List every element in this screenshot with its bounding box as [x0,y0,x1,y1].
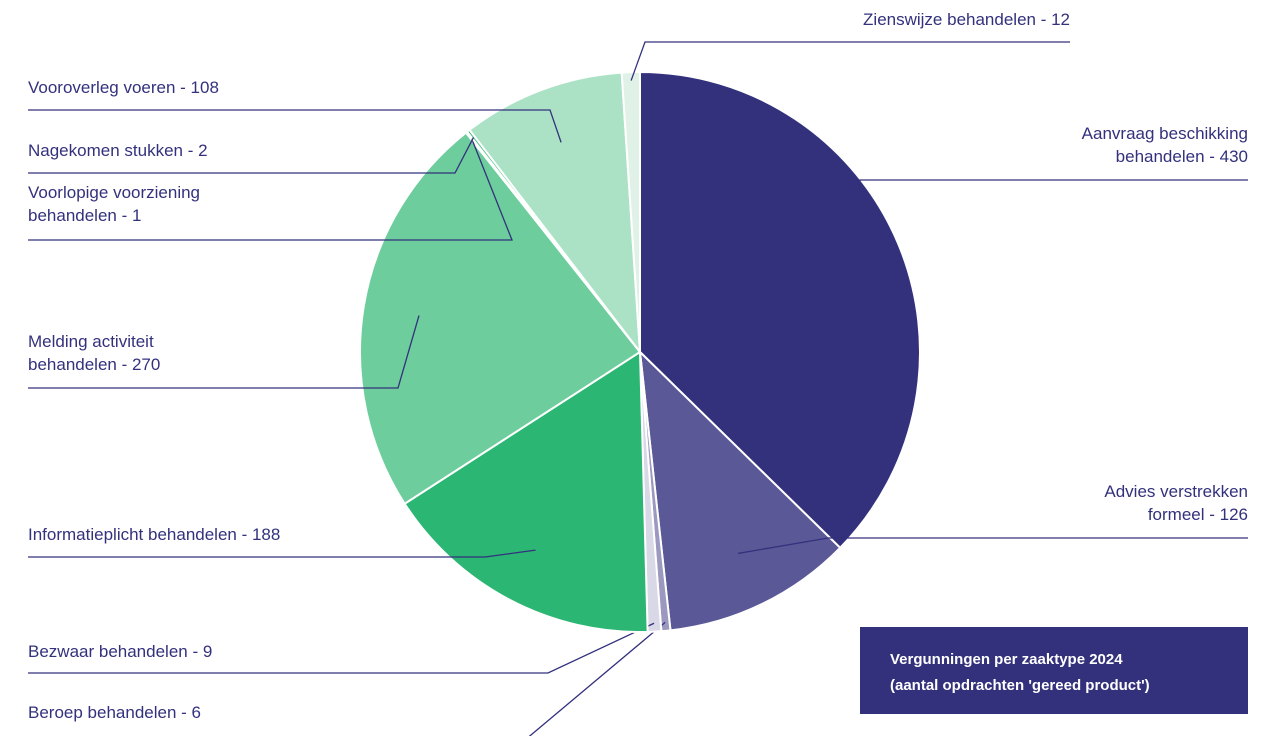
pie-slice [620,70,641,353]
slice-label: Vooroverleg voeren - 108 [28,78,219,97]
leader-line [737,537,1248,555]
leader-line [28,315,420,389]
pie-slice [359,131,642,506]
leader-line [28,138,513,241]
slice-label-line: behandelen - 1 [28,206,141,225]
slice-label-line: Aanvraag beschikking [1082,124,1248,143]
chart-title: Vergunningen per zaaktype 2024 [890,651,1123,668]
chart-subtitle: (aantal opdrachten 'gereed product') [890,677,1150,694]
leader-line [28,137,475,174]
slice-label: Nagekomen stukken - 2 [28,141,208,160]
slice-label-line: Informatieplicht behandelen - 188 [28,525,280,544]
pie-slice [638,349,842,632]
slice-label-line: Vooroverleg voeren - 108 [28,78,219,97]
slice-label-line: behandelen - 430 [1116,147,1248,166]
slice-label-line: Advies verstrekken [1104,482,1248,501]
slice-label-line: Nagekomen stukken - 2 [28,141,208,160]
slice-label: Aanvraag beschikking behandelen - 430 [1082,124,1248,166]
slice-label: Voorlopige voorziening behandelen - 1 [28,183,200,225]
slice-label-line: Zienswijze behandelen - 12 [863,10,1070,29]
leader-line [528,621,666,736]
slice-label-line: formeel - 126 [1148,505,1248,524]
slice-label-line: Beroep behandelen - 6 [28,703,201,722]
leader-line [28,109,562,143]
slice-label-line: behandelen - 270 [28,355,160,374]
pie-slice [468,71,642,356]
pie-slice [639,70,921,550]
leader-line [845,179,1248,266]
slice-label: Melding activiteit behandelen - 270 [28,332,160,374]
slice-label: Beroep behandelen - 6 [28,703,201,722]
leader-line [28,549,536,558]
slice-label-line: Bezwaar behandelen - 9 [28,642,212,661]
title-box [860,627,1248,714]
leader-line [28,622,655,674]
pie-slice [403,350,649,633]
leader-line [630,41,1070,81]
slice-label: Advies verstrekken formeel - 126 [1104,482,1248,524]
slice-label: Informatieplicht behandelen - 188 [28,525,280,544]
slice-label-line: Voorlopige voorziening [28,183,200,202]
slice-label: Zienswijze behandelen - 12 [863,10,1070,29]
slice-label-line: Melding activiteit [28,332,154,351]
slice-label: Bezwaar behandelen - 9 [28,642,212,661]
